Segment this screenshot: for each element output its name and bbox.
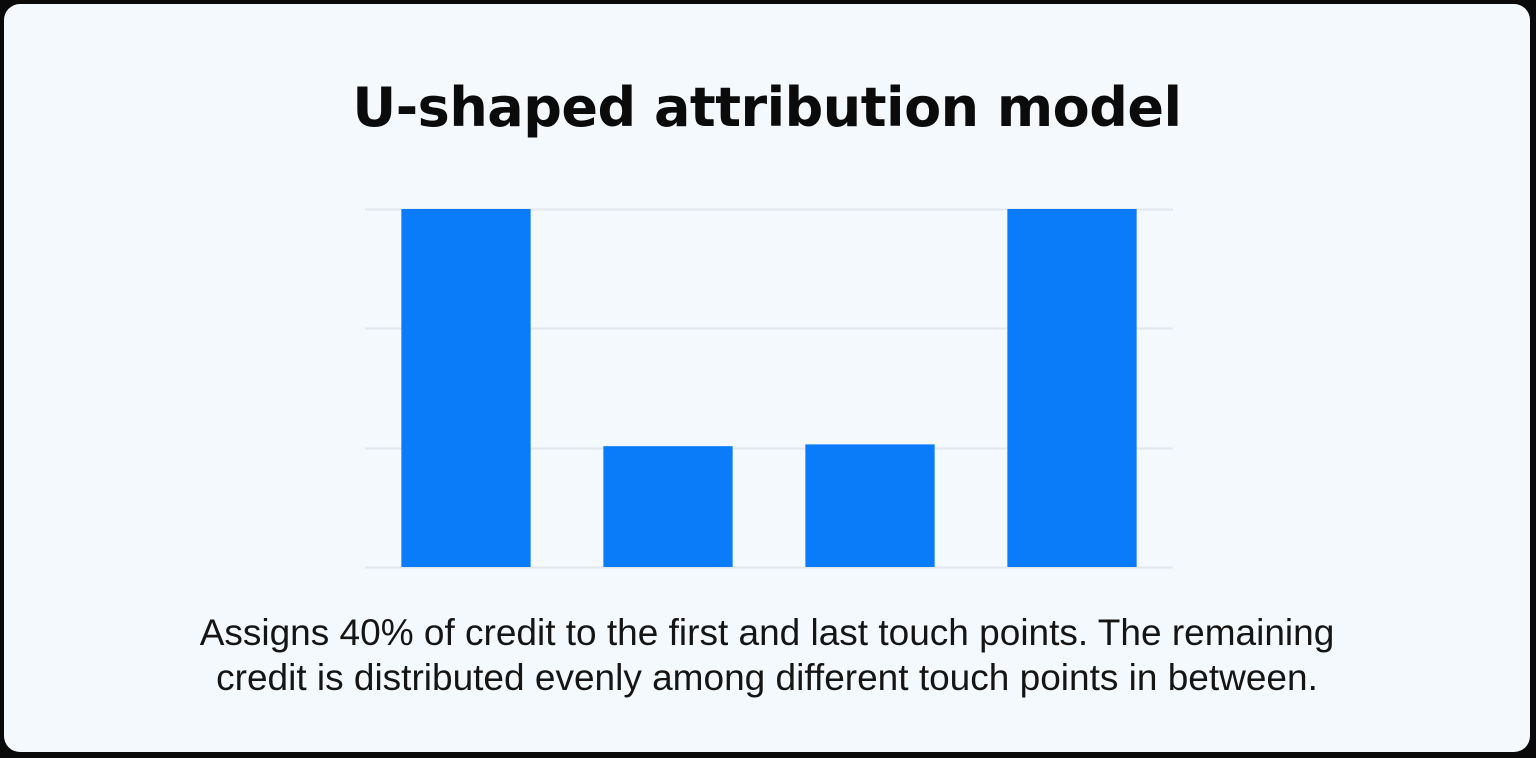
chart-caption: Assigns 40% of credit to the first and l… (64, 610, 1470, 700)
bar-4 (1007, 209, 1137, 567)
chart-card: U-shaped attribution model Assigns 40% o… (4, 4, 1530, 752)
bar-1 (401, 209, 531, 567)
caption-line-1: Assigns 40% of credit to the first and l… (199, 612, 1335, 653)
bars (401, 209, 1137, 567)
bar-3 (805, 444, 935, 567)
bar-2 (603, 446, 733, 567)
caption-line-2: credit is distributed evenly among diffe… (216, 657, 1318, 698)
chart-title: U-shaped attribution model (352, 76, 1182, 139)
bar-chart (365, 208, 1173, 569)
